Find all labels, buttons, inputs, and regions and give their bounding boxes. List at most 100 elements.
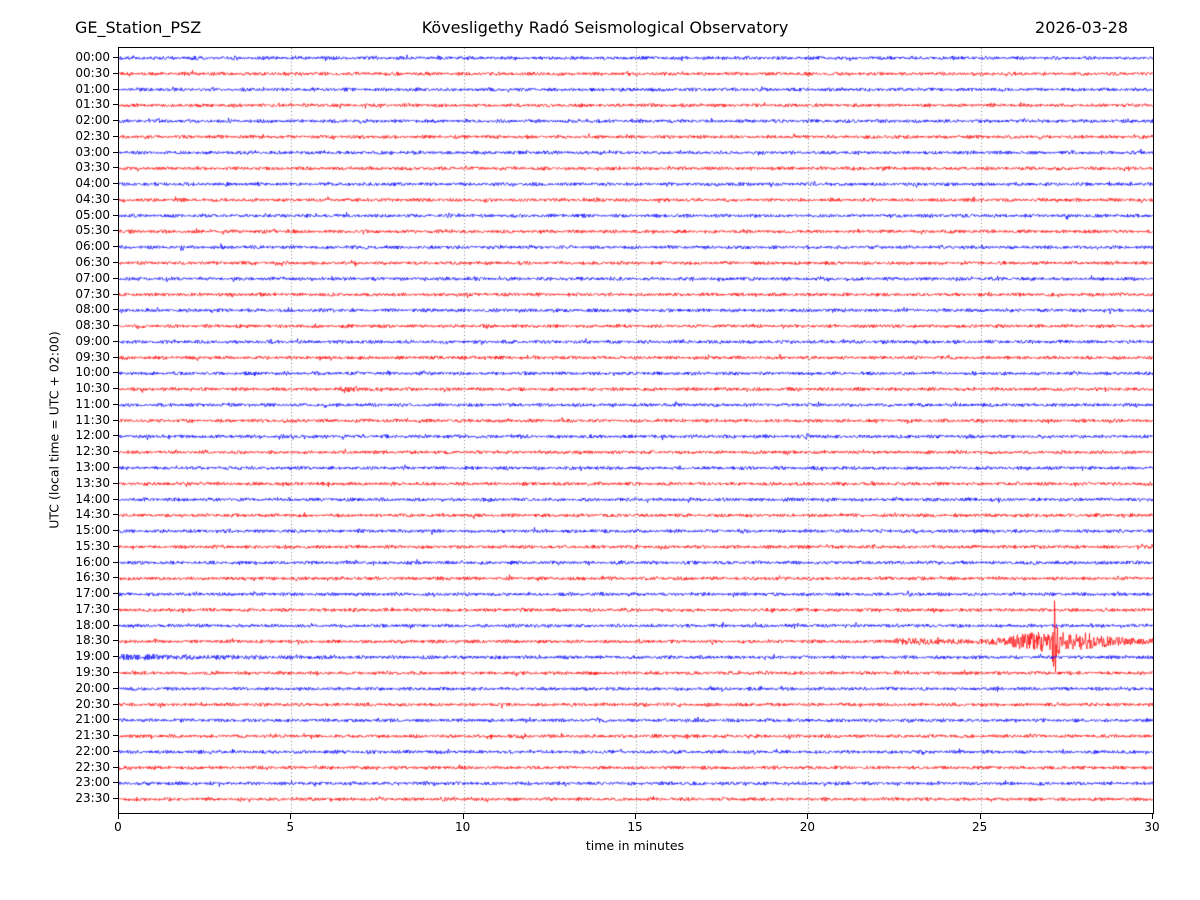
x-tick-label: 10 (455, 820, 471, 834)
y-tick-label: 10:00 (75, 365, 110, 380)
y-tick-mark (113, 561, 118, 563)
y-tick-label: 02:30 (75, 128, 110, 143)
y-tick-label: 05:00 (75, 207, 110, 222)
y-tick-label: 16:00 (75, 554, 110, 569)
y-tick-label: 04:30 (75, 191, 110, 206)
y-tick-mark (113, 198, 118, 200)
y-tick-mark (113, 798, 118, 800)
y-tick-label: 15:00 (75, 523, 110, 538)
date-label: 2026-03-28 (1035, 18, 1128, 37)
y-tick-mark (113, 498, 118, 500)
y-tick-label: 17:30 (75, 601, 110, 616)
y-tick-label: 19:30 (75, 665, 110, 680)
y-tick-mark (113, 624, 118, 626)
y-tick-mark (113, 309, 118, 311)
page-title: Kövesligethy Radó Seismological Observat… (421, 18, 789, 37)
x-tick-label: 20 (799, 820, 815, 834)
y-tick-label: 04:00 (75, 176, 110, 191)
y-tick-mark (113, 514, 118, 516)
y-tick-label: 14:00 (75, 491, 110, 506)
y-tick-label: 12:00 (75, 428, 110, 443)
x-tick-label: 25 (972, 820, 988, 834)
y-tick-mark (113, 703, 118, 705)
y-tick-mark (113, 608, 118, 610)
y-axis-title: UTC (local time = UTC + 02:00) (46, 331, 62, 529)
y-tick-mark (113, 750, 118, 752)
y-tick-mark (113, 120, 118, 122)
y-tick-label: 23:30 (75, 791, 110, 806)
y-tick-label: 10:30 (75, 381, 110, 396)
y-tick-label: 22:00 (75, 743, 110, 758)
y-tick-mark (113, 167, 118, 169)
y-tick-mark (113, 640, 118, 642)
y-tick-mark (113, 72, 118, 74)
x-tick-label: 30 (1144, 820, 1160, 834)
x-tick-mark (807, 814, 809, 819)
y-tick-mark (113, 687, 118, 689)
y-tick-mark (113, 246, 118, 248)
y-tick-label: 15:30 (75, 538, 110, 553)
y-tick-mark (113, 656, 118, 658)
seismogram-canvas (119, 48, 1153, 813)
y-tick-label: 14:30 (75, 507, 110, 522)
y-tick-label: 21:00 (75, 712, 110, 727)
x-tick-mark (979, 814, 981, 819)
station-id: GE_Station_PSZ (75, 18, 202, 37)
y-tick-mark (113, 293, 118, 295)
y-tick-mark (113, 151, 118, 153)
seismogram-plot-area (118, 47, 1154, 814)
y-tick-mark (113, 325, 118, 327)
x-tick-mark (462, 814, 464, 819)
x-tick-label: 5 (286, 820, 295, 834)
y-tick-label: 11:30 (75, 412, 110, 427)
y-tick-label: 08:00 (75, 302, 110, 317)
y-tick-mark (113, 545, 118, 547)
y-tick-mark (113, 230, 118, 232)
y-tick-label: 23:00 (75, 775, 110, 790)
y-tick-mark (113, 766, 118, 768)
y-tick-mark (113, 356, 118, 358)
y-tick-label: 11:00 (75, 396, 110, 411)
x-tick-mark (118, 814, 119, 819)
y-tick-mark (113, 435, 118, 437)
y-tick-label: 18:00 (75, 617, 110, 632)
y-tick-label: 08:30 (75, 318, 110, 333)
y-tick-label: 07:30 (75, 286, 110, 301)
x-tick-mark (290, 814, 292, 819)
y-tick-label: 05:30 (75, 223, 110, 238)
y-tick-label: 13:30 (75, 475, 110, 490)
y-tick-label: 06:00 (75, 239, 110, 254)
y-tick-mark (113, 104, 118, 106)
x-tick-label: 15 (627, 820, 643, 834)
y-tick-label: 20:30 (75, 696, 110, 711)
y-tick-label: 07:00 (75, 270, 110, 285)
x-tick-mark (1152, 814, 1153, 819)
y-tick-mark (113, 214, 118, 216)
y-tick-label: 21:30 (75, 728, 110, 743)
y-tick-label: 12:30 (75, 444, 110, 459)
y-tick-label: 09:30 (75, 349, 110, 364)
y-tick-label: 00:00 (75, 50, 110, 64)
y-tick-mark (113, 672, 118, 674)
y-tick-label: 09:00 (75, 333, 110, 348)
y-tick-label: 17:00 (75, 586, 110, 601)
y-tick-label: 02:00 (75, 113, 110, 128)
y-tick-mark (113, 262, 118, 263)
y-tick-label: 22:30 (75, 759, 110, 774)
y-tick-mark (113, 467, 118, 469)
y-tick-mark (113, 372, 118, 374)
y-tick-label: 01:00 (75, 81, 110, 96)
y-tick-mark (113, 419, 118, 421)
y-tick-mark (113, 88, 118, 90)
y-tick-label: 01:30 (75, 97, 110, 112)
y-tick-mark (113, 388, 118, 390)
y-tick-mark (113, 735, 118, 737)
y-tick-mark (113, 782, 118, 784)
y-tick-label: 18:30 (75, 633, 110, 648)
y-tick-mark (113, 577, 118, 579)
y-tick-label: 20:00 (75, 680, 110, 695)
y-tick-mark (113, 57, 118, 58)
y-tick-mark (113, 593, 118, 595)
y-tick-label: 03:30 (75, 160, 110, 175)
